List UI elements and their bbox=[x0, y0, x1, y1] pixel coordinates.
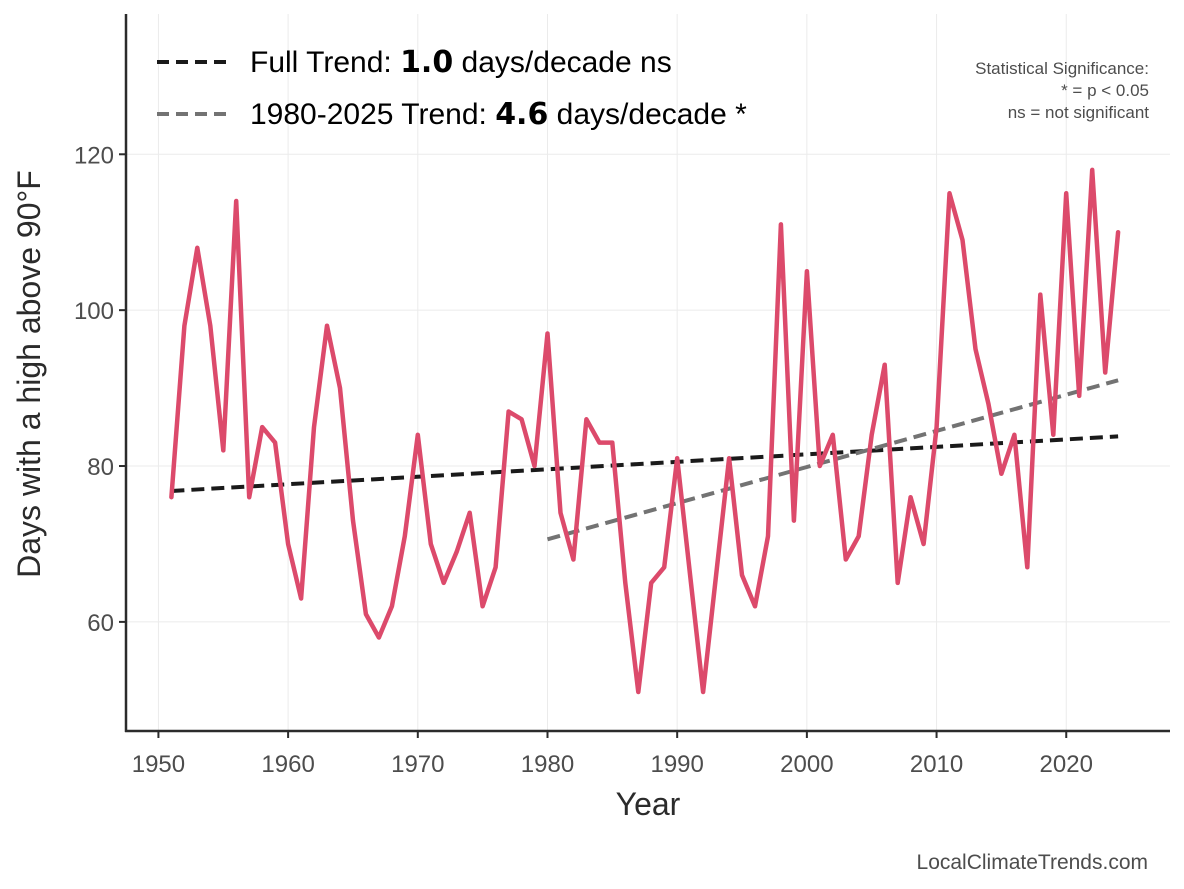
trend-line-full bbox=[171, 434, 1119, 493]
y-tick-label: 80 bbox=[87, 454, 114, 481]
y-ticks: 60 80 100 120 bbox=[74, 142, 126, 637]
legend-full-trend-suffix: days/decade ns bbox=[453, 46, 671, 79]
legend-full-trend-value: 1.0 bbox=[400, 45, 453, 80]
x-tick-label: 1950 bbox=[132, 751, 185, 778]
legend-recent-trend-suffix: days/decade * bbox=[548, 98, 747, 131]
y-axis-title: Days with a high above 90°F bbox=[11, 170, 47, 578]
y-tick-label: 100 bbox=[74, 298, 114, 325]
series-line-days-above-90f bbox=[169, 167, 1121, 695]
x-tick-label: 1960 bbox=[261, 751, 314, 778]
legend-full-trend-prefix: Full Trend: bbox=[250, 46, 400, 79]
y-tick-label: 120 bbox=[74, 142, 114, 169]
significance-note: Statistical Significance: * = p < 0.05 n… bbox=[975, 59, 1149, 122]
trend-lines bbox=[171, 378, 1119, 542]
x-ticks: 1950 1960 1970 1980 1990 2000 2010 2020 bbox=[132, 731, 1093, 778]
significance-note-line-3: ns = not significant bbox=[1008, 103, 1150, 122]
x-tick-label: 1990 bbox=[650, 751, 703, 778]
x-tick-label: 2020 bbox=[1040, 751, 1093, 778]
x-tick-label: 1970 bbox=[391, 751, 444, 778]
x-tick-label: 2010 bbox=[910, 751, 963, 778]
x-tick-label: 1980 bbox=[521, 751, 574, 778]
legend-label-recent-trend: 1980-2025 Trend: 4.6 days/decade * bbox=[250, 97, 747, 132]
x-axis-title: Year bbox=[616, 786, 681, 822]
x-tick-label: 2000 bbox=[780, 751, 833, 778]
y-tick-label: 60 bbox=[87, 610, 114, 637]
data-series bbox=[169, 167, 1121, 695]
legend-recent-trend-value: 4.6 bbox=[495, 97, 548, 132]
significance-note-line-2: * = p < 0.05 bbox=[1061, 81, 1149, 100]
legend: Full Trend: 1.0 days/decade ns 1980-2025… bbox=[157, 45, 747, 132]
axes bbox=[124, 14, 1170, 733]
source-credit: LocalClimateTrends.com bbox=[917, 851, 1148, 874]
significance-note-line-1: Statistical Significance: bbox=[975, 59, 1149, 78]
legend-label-full-trend: Full Trend: 1.0 days/decade ns bbox=[250, 45, 672, 80]
legend-recent-trend-prefix: 1980-2025 Trend: bbox=[250, 98, 495, 131]
